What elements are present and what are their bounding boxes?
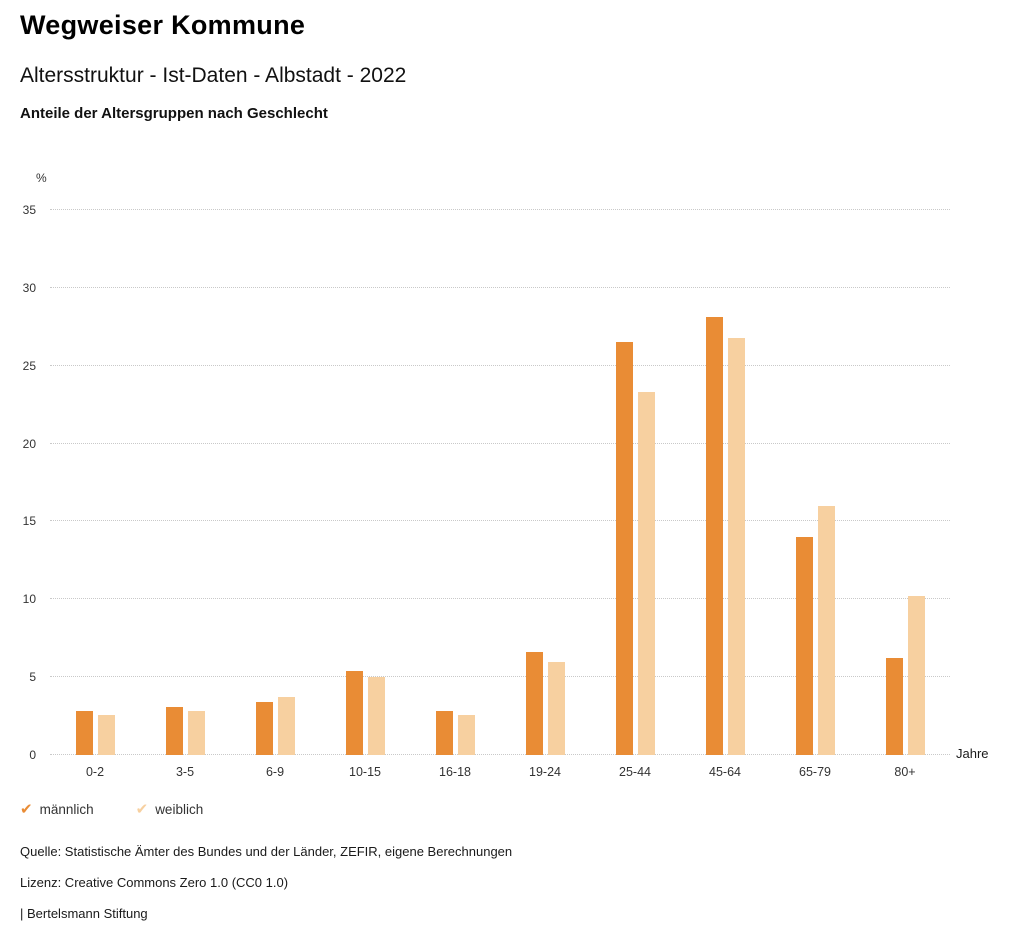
gridline-35	[50, 209, 950, 210]
x-axis-unit-label: Jahre	[956, 746, 989, 761]
bar-männlich-10-15[interactable]	[345, 670, 363, 755]
app-title: Wegweiser Kommune	[20, 10, 306, 40]
y-tick-label-30: 30	[22, 280, 36, 295]
legend: ✔ männlich ✔ weiblich	[20, 802, 203, 817]
gridline-20	[50, 442, 950, 444]
bar-group-45-64	[680, 210, 770, 755]
plot-area	[50, 209, 950, 755]
bar-männlich-16-18[interactable]	[435, 711, 453, 755]
bar-männlich-6-9[interactable]	[255, 702, 273, 755]
gridline-10	[50, 598, 950, 600]
y-tick-label-0: 0	[29, 748, 36, 762]
bar-weiblich-45-64[interactable]	[727, 337, 745, 755]
y-tick-label-35: 35	[22, 203, 36, 217]
gridline-30	[50, 286, 950, 288]
gridline-15	[50, 520, 950, 522]
y-tick-label-15: 15	[22, 514, 36, 529]
bar-männlich-65-79[interactable]	[795, 537, 813, 755]
bar-group-16-18	[410, 210, 500, 755]
x-tick-label-25-44: 25-44	[619, 765, 651, 779]
bar-groups	[50, 210, 950, 755]
bar-group-80+	[860, 210, 950, 755]
legend-label: männlich	[39, 802, 94, 817]
y-tick-label-25: 25	[22, 358, 36, 373]
footer-source: Quelle: Statistische Ämter des Bundes un…	[20, 844, 513, 859]
bar-weiblich-16-18[interactable]	[457, 714, 475, 755]
x-tick-label-65-79: 65-79	[799, 765, 831, 779]
x-tick-label-19-24: 19-24	[529, 765, 561, 779]
bar-männlich-19-24[interactable]	[525, 652, 543, 755]
x-tick-label-45-64: 45-64	[709, 765, 741, 779]
y-tick-label-20: 20	[22, 436, 36, 451]
y-axis-unit-label: %	[36, 171, 47, 185]
bar-weiblich-10-15[interactable]	[367, 677, 385, 755]
bar-group-0-2	[50, 210, 140, 755]
bar-weiblich-65-79[interactable]	[817, 505, 835, 755]
gridline-25	[50, 364, 950, 366]
bar-weiblich-19-24[interactable]	[547, 661, 565, 755]
bar-group-10-15	[320, 210, 410, 755]
bar-group-65-79	[770, 210, 860, 755]
bar-weiblich-0-2[interactable]	[97, 714, 115, 755]
bar-weiblich-3-5[interactable]	[187, 711, 205, 755]
bar-weiblich-6-9[interactable]	[277, 697, 295, 755]
y-tick-label-10: 10	[22, 592, 36, 607]
gridline-0	[50, 754, 950, 755]
x-tick-label-80+: 80+	[894, 765, 916, 779]
legend-item-weiblich[interactable]: ✔ weiblich	[136, 802, 204, 817]
bar-group-3-5	[140, 210, 230, 755]
check-icon: ✔	[135, 801, 149, 818]
check-icon: ✔	[20, 801, 33, 818]
bar-männlich-0-2[interactable]	[75, 711, 93, 755]
footer-attribution: | Bertelsmann Stiftung	[20, 906, 148, 921]
x-axis: 0-2 3-5 6-9 10-15 16-18 19-24 25-44 45-64 65-79 8…	[50, 765, 950, 779]
bar-männlich-3-5[interactable]	[165, 706, 183, 755]
x-tick-label-6-9: 6-9	[265, 765, 285, 779]
bar-männlich-25-44[interactable]	[615, 342, 633, 755]
bar-weiblich-80+[interactable]	[907, 596, 925, 755]
x-tick-label-10-15: 10-15	[349, 765, 381, 779]
footer-license: Lizenz: Creative Commons Zero 1.0 (CC0 1…	[20, 875, 289, 890]
legend-item-männlich[interactable]: ✔ männlich	[20, 802, 94, 817]
bar-männlich-80+[interactable]	[885, 658, 903, 755]
y-axis: 0 5 10 15 20 25 30 35	[0, 203, 36, 762]
gridline-5	[50, 676, 950, 678]
x-tick-label-16-18: 16-18	[439, 765, 471, 779]
chart-heading: Anteile der Altersgruppen nach Geschlech…	[20, 105, 328, 122]
bar-group-25-44	[590, 210, 680, 755]
x-tick-label-3-5: 3-5	[175, 765, 195, 779]
chart-subtitle: Altersstruktur - Ist-Daten - Albstadt - …	[20, 64, 407, 87]
y-tick-label-5: 5	[29, 670, 36, 685]
x-tick-label-0-2: 0-2	[85, 765, 105, 779]
bar-group-19-24	[500, 210, 590, 755]
bar-männlich-45-64[interactable]	[705, 317, 723, 755]
bar-group-6-9	[230, 210, 320, 755]
legend-label: weiblich	[155, 802, 204, 817]
bar-weiblich-25-44[interactable]	[637, 392, 655, 755]
